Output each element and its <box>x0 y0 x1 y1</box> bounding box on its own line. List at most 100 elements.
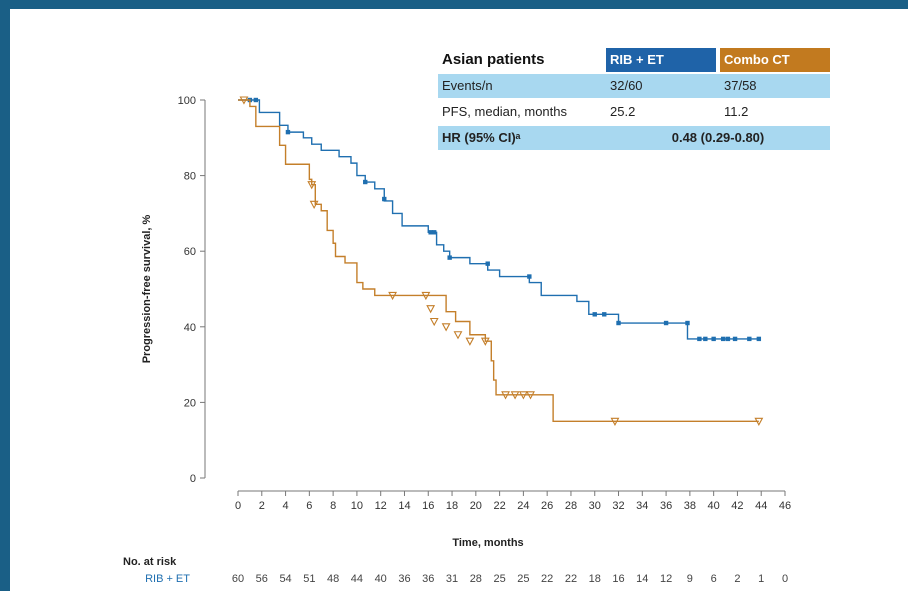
censor-mark <box>602 312 607 317</box>
censor-mark <box>527 274 532 279</box>
x-tick-label: 34 <box>636 500 648 512</box>
x-tick-label: 6 <box>306 500 312 512</box>
survival-curves <box>238 96 764 426</box>
x-tick-label: 46 <box>779 500 791 512</box>
censor-mark <box>309 200 319 209</box>
km-curve <box>238 99 759 340</box>
risk-count: 1 <box>758 573 764 585</box>
risk-count: 56 <box>256 573 268 585</box>
risk-count: 0 <box>782 573 788 585</box>
x-tick-label: 42 <box>731 500 743 512</box>
header-rib-et: RIB + ET <box>606 48 716 72</box>
y-tick-label: 20 <box>184 397 196 409</box>
combo-ct-value: 37/58 <box>724 78 757 93</box>
risk-count: 31 <box>446 573 458 585</box>
rib-et-value: 32/60 <box>610 78 643 93</box>
censor-mark <box>253 97 259 103</box>
x-tick-label: 2 <box>259 500 265 512</box>
censor-mark <box>239 96 249 105</box>
x-tick-label: 44 <box>755 500 767 512</box>
risk-count: 6 <box>711 573 717 585</box>
x-tick-label: 26 <box>541 500 553 512</box>
x-tick-label: 20 <box>470 500 482 512</box>
x-tick-label: 18 <box>446 500 458 512</box>
censor-mark <box>421 291 431 301</box>
x-tick-label: 8 <box>330 500 336 512</box>
hr-label: HR (95% CI)ᵃ <box>442 130 521 145</box>
x-tick-label: 4 <box>283 500 289 512</box>
censor-mark <box>725 336 731 342</box>
censor-mark <box>732 336 738 342</box>
censor-mark <box>426 305 436 314</box>
x-tick-label: 36 <box>660 500 672 512</box>
risk-count: 28 <box>470 573 482 585</box>
y-tick-label: 40 <box>184 322 196 334</box>
censor-mark <box>747 336 752 342</box>
censor-mark <box>592 312 597 317</box>
x-tick-label: 10 <box>351 500 363 512</box>
y-tick-label: 60 <box>184 246 196 258</box>
risk-row-label: RIB + ET <box>145 573 190 585</box>
censor-mark <box>480 337 490 346</box>
censor-mark <box>432 230 437 235</box>
x-tick-label: 16 <box>422 500 434 512</box>
risk-count: 60 <box>232 573 244 585</box>
table-row-pfs: PFS, median, months 25.2 11.2 <box>438 100 830 124</box>
x-tick-label: 40 <box>708 500 720 512</box>
censor-mark <box>285 129 291 135</box>
censor-mark <box>429 317 439 327</box>
censor-mark <box>526 391 535 400</box>
y-axis-title: Progression-free survival, % <box>141 215 153 364</box>
censor-mark <box>616 320 621 326</box>
x-tick-label: 0 <box>235 500 241 512</box>
risk-count: 36 <box>422 573 434 585</box>
censor-mark <box>720 336 726 342</box>
censor-mark <box>756 336 762 342</box>
censor-mark <box>685 320 690 326</box>
censor-mark <box>510 391 520 400</box>
hr-value: 0.48 (0.29-0.80) <box>671 130 765 145</box>
censor-mark <box>703 336 708 342</box>
risk-count: 22 <box>565 573 577 585</box>
x-tick-label: 28 <box>565 500 577 512</box>
x-tick-label: 24 <box>517 500 529 512</box>
combo-ct-value: 11.2 <box>724 104 749 119</box>
x-tick-label: 32 <box>612 500 624 512</box>
censor-mark <box>441 323 451 332</box>
figure-panel: 0 20 40 60 80 100 Progression-free survival, %… <box>10 9 908 591</box>
risk-count: 40 <box>375 573 387 585</box>
km-curve <box>238 99 759 422</box>
risk-count: 48 <box>327 573 339 585</box>
risk-count: 25 <box>517 573 529 585</box>
censor-mark <box>388 291 398 301</box>
header-combo-ct: Combo CT <box>720 48 830 72</box>
y-tick-label: 100 <box>178 95 196 107</box>
risk-count: 9 <box>687 573 693 585</box>
censor-mark <box>697 336 702 342</box>
x-tick-label: 14 <box>398 500 410 512</box>
x-tick-label: 22 <box>493 500 505 512</box>
table-title: Asian patients <box>442 51 545 68</box>
risk-count: 2 <box>734 573 740 585</box>
censor-mark <box>711 336 716 342</box>
censor-mark <box>754 417 764 426</box>
censor-mark <box>453 331 463 340</box>
risk-count: 18 <box>589 573 601 585</box>
rib-et-value: 25.2 <box>610 104 636 119</box>
censor-mark <box>382 196 387 202</box>
risk-count: 12 <box>660 573 672 585</box>
risk-table-title: No. at risk <box>123 556 177 568</box>
row-label: Events/n <box>442 78 493 93</box>
y-tick-label: 80 <box>184 171 196 183</box>
risk-count: 14 <box>636 573 648 585</box>
series-combo-ct <box>238 96 764 426</box>
row-label: PFS, median, months <box>442 104 567 119</box>
x-tick-label: 12 <box>375 500 387 512</box>
risk-count: 54 <box>279 573 291 585</box>
x-axis-title: Time, months <box>452 537 523 549</box>
risk-count: 51 <box>303 573 315 585</box>
censor-mark <box>610 417 620 426</box>
x-tick-label: 38 <box>684 500 696 512</box>
